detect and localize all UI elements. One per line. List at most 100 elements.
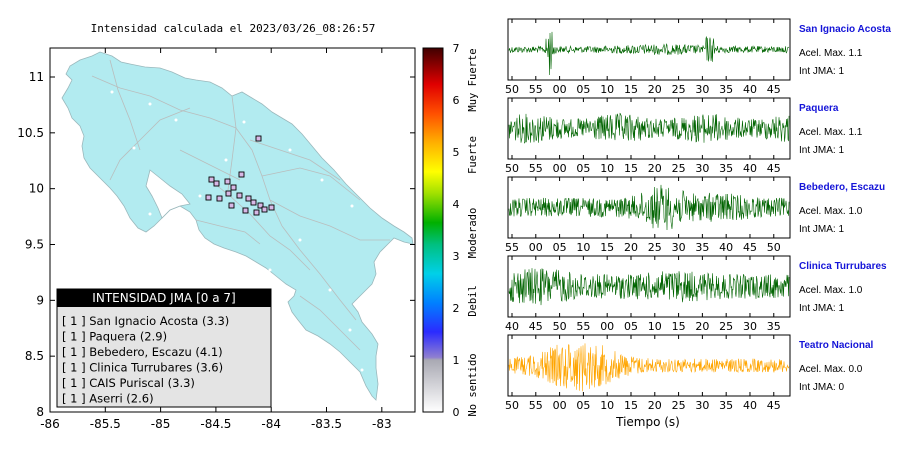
map-y-tick-label: 10.5 — [17, 126, 44, 140]
waveform-tick-label: 45 — [743, 241, 757, 254]
waveform-tick-label: 15 — [672, 320, 686, 333]
waveform-tick-label: 55 — [576, 320, 590, 333]
colorbar-tick-label: 7 — [453, 42, 460, 55]
station-accel-max: Acel. Max. 1.0 — [799, 206, 863, 217]
colorbar-category-label: Fuerte — [467, 136, 479, 174]
waveform-tick-label: 30 — [743, 320, 757, 333]
colorbar: 7 6 5 4 3 2 1 0 Muy Fuerte Fuerte Moderado Debil No … — [422, 42, 479, 419]
waveform-frame — [507, 255, 791, 318]
legend-item: [ 1 ] Clinica Turrubares (3.6) — [62, 361, 223, 375]
colorbar-category-label: Moderado — [467, 208, 479, 259]
map-frame — [49, 47, 416, 413]
waveform-tick-label: 35 — [695, 241, 709, 254]
colorbar-category-label: Muy Fuerte — [467, 48, 479, 111]
waveform-tick-label: 30 — [672, 241, 686, 254]
intensity-legend: INTENSIDAD JMA [0 a 7] [ 1 ] San Ignacio… — [56, 288, 272, 408]
waveform-tick-label: 30 — [695, 162, 709, 175]
colorbar-scale — [422, 47, 444, 413]
map-x-tick-label: -85.5 — [90, 417, 121, 431]
map-y-axis: 11 10.5 10 9.5 9 8.5 8 — [17, 70, 415, 419]
waveform-tick-label: 40 — [743, 399, 757, 412]
legend-item: [ 1 ] CAIS Puriscal (3.3) — [62, 376, 195, 390]
waveform-tick-label: 55 — [529, 83, 543, 96]
waveform-tick-label: 30 — [695, 399, 709, 412]
waveform-tick-label: 00 — [600, 320, 614, 333]
waveform-tick-label: 10 — [600, 162, 614, 175]
map-x-tick-label: -84.5 — [200, 417, 231, 431]
waveform-tick-label: 50 — [505, 399, 519, 412]
waveform-tick-label: 35 — [767, 320, 781, 333]
waveform-panel: 50 55 00 05 10 15 20 25 30 35 40 45 Teatro Nacional A… — [505, 334, 873, 412]
colorbar-tick-label: 3 — [453, 250, 460, 263]
waveform-tick-label: 20 — [648, 399, 662, 412]
legend-item: [ 1 ] Bebedero, Escazu (4.1) — [62, 345, 223, 359]
legend-title: INTENSIDAD JMA [0 a 7] — [92, 291, 235, 305]
waveform-tick-label: 00 — [553, 162, 567, 175]
map-y-tick-label: 8 — [36, 405, 44, 419]
map-x-tick-label: -84 — [261, 417, 281, 431]
waveform-tick-label: 50 — [505, 83, 519, 96]
waveform-tick-label: 45 — [767, 399, 781, 412]
waveform-tick-label: 50 — [767, 241, 781, 254]
map-x-tick-label: -83.5 — [311, 417, 342, 431]
waveform-tick-label: 15 — [624, 83, 638, 96]
waveform-tick-label: 35 — [719, 399, 733, 412]
waveform-tick-label: 25 — [648, 241, 662, 254]
waveform-panel: 50 55 00 05 10 15 20 25 30 35 40 45 Paquera Acel. Max… — [505, 97, 863, 175]
waveform-tick-label: 40 — [743, 83, 757, 96]
waveform-tick-label: 15 — [624, 399, 638, 412]
map-y-tick-label: 10 — [29, 182, 44, 196]
waveform-tick-label: 00 — [529, 241, 543, 254]
waveform-tick-label: 25 — [672, 83, 686, 96]
waveform-tick-label: 05 — [624, 320, 638, 333]
map-title: Intensidad calculada el 2023/03/26_08:26… — [90, 22, 376, 35]
colorbar-tick-label: 0 — [453, 406, 460, 419]
map-y-tick-label: 9.5 — [25, 238, 44, 252]
waveform-tick-label: 05 — [553, 241, 567, 254]
waveform-tick-label: 00 — [553, 399, 567, 412]
waveform-tick-label: 30 — [695, 83, 709, 96]
map-x-tick-label: -83 — [372, 417, 392, 431]
waveform-tick-label: 50 — [505, 162, 519, 175]
waveform-tick-label: 05 — [576, 399, 590, 412]
waveform-tick-label: 20 — [624, 241, 638, 254]
waveform-tick-label: 10 — [600, 83, 614, 96]
waveform-tick-label: 50 — [553, 320, 567, 333]
station-int-jma: Int JMA: 1 — [799, 145, 844, 156]
waveform-trace — [508, 31, 790, 76]
legend-item: [ 1 ] Paquera (2.9) — [62, 330, 167, 344]
waveform-tick-label: 05 — [576, 162, 590, 175]
station-int-jma: Int JMA: 1 — [799, 303, 844, 314]
map-x-tick-label: -86 — [40, 417, 60, 431]
waveform-tick-label: 20 — [648, 83, 662, 96]
waveform-trace — [508, 343, 790, 392]
waveform-panels: 50 55 00 05 10 15 20 25 30 35 40 45 San Ignacio Acos… — [505, 18, 891, 412]
waveform-tick-label: 55 — [529, 162, 543, 175]
waveform-tick-label: 40 — [505, 320, 519, 333]
waveform-tick-label: 10 — [600, 399, 614, 412]
station-accel-max: Acel. Max. 1.1 — [799, 127, 863, 138]
colorbar-category-label: Debil — [467, 285, 479, 317]
gulf-of-nicoya — [145, 169, 191, 219]
colorbar-tick-label: 2 — [453, 302, 460, 315]
station-name: Teatro Nacional — [799, 340, 873, 351]
station-name: San Ignacio Acosta — [799, 24, 891, 35]
waveform-tick-label: 35 — [719, 162, 733, 175]
map-panel: -86 -85.5 -85 -84.5 -84 -83.5 -83 11 10.5 10 9.5 9… — [17, 47, 416, 431]
waveform-panel: 55 00 05 10 15 20 25 30 35 40 45 50 Bebedero, Escazu… — [505, 176, 885, 254]
colorbar-tick-label: 4 — [453, 198, 460, 211]
waveform-panel: 40 45 50 55 00 05 10 15 20 25 30 35 Clinica Turrubar… — [505, 255, 887, 333]
waveform-tick-label: 45 — [767, 83, 781, 96]
station-name: Bebedero, Escazu — [799, 182, 885, 193]
station-name: Paquera — [799, 103, 839, 114]
waveform-trace — [508, 268, 790, 306]
waveform-tick-label: 25 — [672, 399, 686, 412]
waveform-tick-label: 05 — [576, 83, 590, 96]
waveform-tick-label: 20 — [695, 320, 709, 333]
waveform-tick-label: 20 — [648, 162, 662, 175]
costa-rica-land — [61, 51, 414, 401]
colorbar-tick-label: 1 — [453, 354, 460, 367]
province-borders — [91, 59, 390, 351]
waveform-tick-label: 00 — [553, 83, 567, 96]
